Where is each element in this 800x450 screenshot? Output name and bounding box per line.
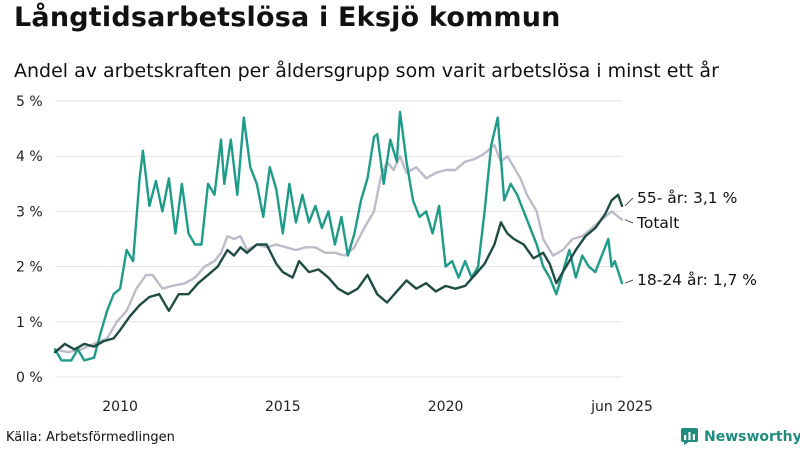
label-connector [624,219,634,224]
y-tick-label: 5 % [16,94,43,110]
label-connector [624,197,634,207]
x-axis-labels: 2010 2015 2020 jun 2025 [102,399,653,415]
series-end-label: Totalt [636,214,679,232]
y-tick-label: 2 % [16,260,43,276]
page-subtitle: Andel av arbetskraften per åldersgrupp s… [14,60,719,82]
series-line-totalt [53,144,624,354]
x-tick-label: 2015 [265,399,301,415]
x-tick-label: 2010 [102,399,138,415]
newsworthy-logo-icon [681,428,698,445]
series-lines [53,110,624,362]
grid-layer [55,100,622,378]
y-tick-label: 1 % [16,315,43,331]
series-end-label: 18-24 år: 1,7 % [637,271,757,289]
source-note: Källa: Arbetsförmedlingen [6,430,175,445]
brand-name: Newsworthy [704,428,800,445]
series-line-18-24-r [53,110,624,362]
series-labels: Totalt 55- år: 3,1 % 18-24 år: 1,7 % [624,189,757,289]
label-connector [624,279,634,284]
y-axis-labels: 0 % 1 % 2 % 3 % 4 % 5 % [16,94,43,386]
y-tick-label: 4 % [16,149,43,165]
x-tick-label: jun 2025 [590,399,653,415]
series-line-55-r [53,193,624,354]
series-end-label: 55- år: 3,1 % [637,189,737,207]
page-title: Långtidsarbetslösa i Eksjö kommun [14,2,561,33]
x-tick-label: 2020 [428,399,464,415]
brand-logo[interactable]: Newsworthy [681,428,800,445]
y-tick-label: 3 % [16,204,43,220]
y-tick-label: 0 % [16,370,43,386]
